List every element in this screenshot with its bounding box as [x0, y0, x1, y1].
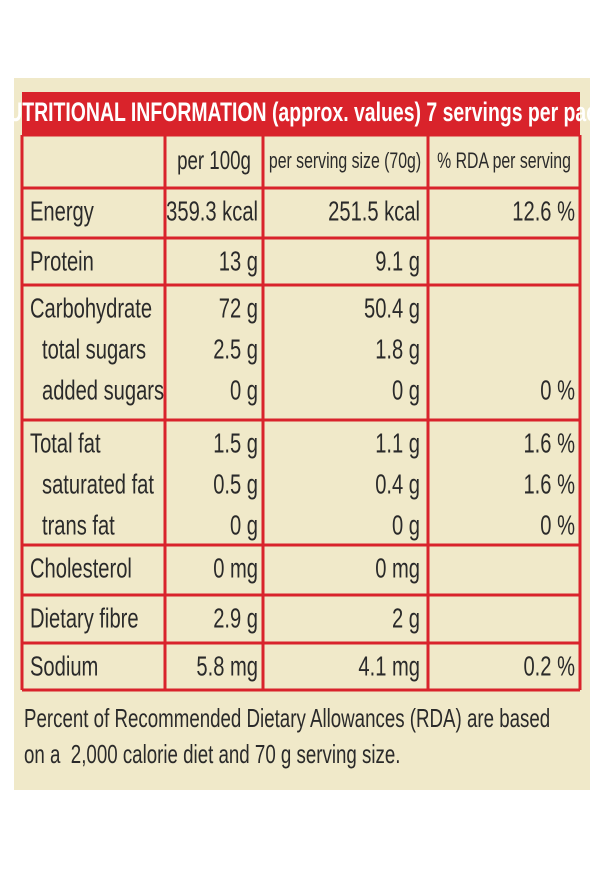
title-bar [22, 92, 580, 135]
nutrient-value: 72 g [219, 293, 258, 324]
nutrient-name: Sodium [30, 651, 98, 682]
footnote: on a 2,000 calorie diet and 70 g serving… [24, 739, 400, 769]
nutrient-name: Cholesterol [30, 553, 132, 584]
nutrient-name: Dietary fibre [30, 603, 139, 634]
nutrient-value: 359.3 kcal [166, 196, 258, 227]
nutrient-value: 13 g [219, 246, 258, 277]
nutrient-value: 0 mg [213, 553, 258, 584]
label-background [14, 78, 590, 790]
nutrient-name: added sugars [42, 375, 164, 406]
column-header: % RDA per serving [437, 149, 571, 173]
footnote: Percent of Recommended Dietary Allowance… [24, 703, 550, 733]
nutrient-name: Total fat [30, 428, 101, 459]
nutrient-value: 9.1 g [375, 246, 420, 277]
nutrient-value: 1.1 g [375, 428, 420, 459]
nutrient-value: 0.2 % [523, 651, 575, 682]
nutrient-value: 0 % [540, 375, 575, 406]
nutrient-value: 1.5 g [213, 428, 258, 459]
nutrient-value: 1.8 g [375, 334, 420, 365]
nutrient-name: Protein [30, 246, 94, 277]
column-header: per serving size (70g) [269, 149, 421, 173]
nutrient-name: trans fat [42, 510, 115, 541]
nutrient-value: 0 g [230, 510, 258, 541]
nutrient-value: 0 g [392, 510, 420, 541]
nutrient-value: 0.5 g [213, 469, 258, 500]
nutrient-value: 4.1 mg [358, 651, 420, 682]
nutrient-value: 50.4 g [364, 293, 420, 324]
nutrient-name: Carbohydrate [30, 293, 152, 324]
nutrient-value: 12.6 % [512, 196, 575, 227]
nutrient-value: 0 g [392, 375, 420, 406]
nutrient-value: 2.9 g [213, 603, 258, 634]
column-header: per 100g [177, 145, 251, 175]
nutrient-name: total sugars [42, 334, 146, 365]
nutrient-value: 0.4 g [375, 469, 420, 500]
nutrient-value: 0 mg [375, 553, 420, 584]
nutrient-value: 0 g [230, 375, 258, 406]
nutrient-value: 251.5 kcal [328, 196, 420, 227]
nutrient-value: 1.6 % [523, 428, 575, 459]
nutrient-name: saturated fat [42, 469, 154, 500]
nutrient-value: 1.6 % [523, 469, 575, 500]
nutrient-value: 5.8 mg [196, 651, 258, 682]
nutrient-value: 0 % [540, 510, 575, 541]
nutrient-value: 2.5 g [213, 334, 258, 365]
nutrient-value: 2 g [392, 603, 420, 634]
nutrient-name: Energy [30, 196, 94, 227]
title: NUTRITIONAL INFORMATION (approx. values)… [0, 97, 600, 127]
